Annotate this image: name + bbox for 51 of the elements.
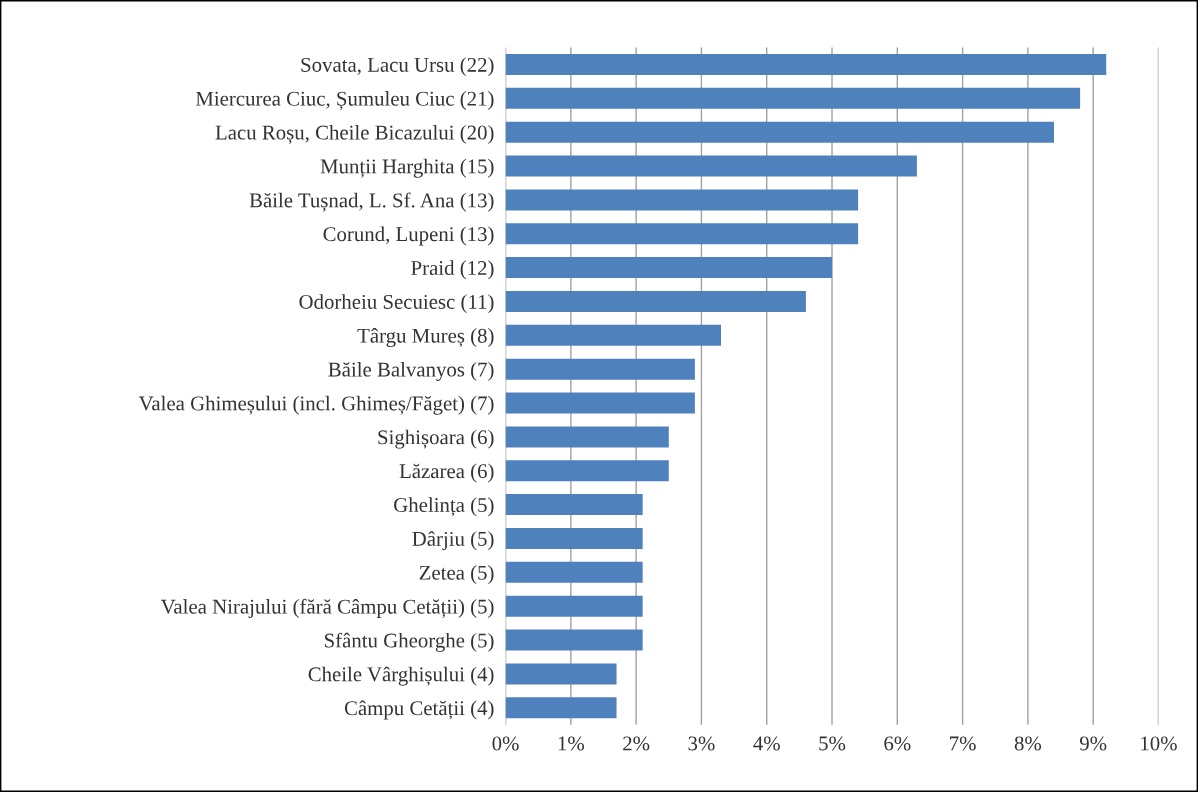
y-tick-label: Odorheiu Secuiesc (11) [299, 294, 494, 314]
y-tick-label: Lacu Roșu, Cheile Bicazului (20) [215, 124, 494, 144]
bar [505, 392, 695, 414]
y-tick-label: Miercurea Ciuc, Șumuleu Ciuc (21) [195, 91, 494, 110]
bar [505, 324, 722, 346]
bar [505, 494, 643, 516]
y-tick-label: Sfântu Gheorghe (5) [324, 632, 494, 652]
bar [505, 121, 1054, 143]
y-tick-label: Praid (12) [411, 260, 494, 280]
x-tick-label: 4% [753, 736, 780, 751]
x-tick-label: 1% [558, 736, 585, 751]
bar [505, 257, 833, 279]
y-tick-label: Cheile Vârghișului (4) [308, 666, 494, 686]
bar [505, 460, 669, 482]
bar [505, 358, 695, 380]
y-tick-label: Ghelința (5) [394, 497, 494, 517]
y-tick-label: Corund, Lupeni (13) [323, 226, 494, 246]
bar [505, 629, 643, 651]
y-tick-label: Sovata, Lacu Ursu (22) [301, 57, 494, 77]
y-tick-label: Băile Tușnad, L. Sf. Ana (13) [249, 192, 494, 212]
bar [505, 155, 917, 177]
bar [505, 527, 643, 549]
x-tick-label: 5% [819, 736, 846, 751]
bar [505, 697, 617, 719]
y-tick-label: Zetea (5) [419, 565, 494, 584]
y-tick-label: Băile Balvanyos (7) [328, 361, 494, 381]
y-tick-label: Lăzarea (6) [399, 463, 494, 483]
x-tick-label: 8% [1014, 736, 1042, 751]
bar [505, 290, 806, 312]
bar [505, 663, 617, 685]
bar [505, 223, 859, 245]
y-tick-label: Sighișoara (6) [378, 429, 494, 449]
y-tick-label: Câmpu Cetății (4) [344, 700, 494, 720]
x-tick-label: 9% [1079, 736, 1107, 751]
y-tick-label: Târgu Mureș (8) [357, 328, 494, 348]
y-tick-label: Valea Nirajului (fără Câmpu Cetății) (5) [160, 598, 494, 618]
x-tick-label: 10% [1141, 736, 1177, 751]
x-tick-label: 3% [688, 736, 715, 751]
bar [505, 189, 859, 211]
bar [505, 87, 1081, 109]
x-tick-label: 7% [950, 736, 976, 751]
x-tick-label: 0% [492, 736, 519, 751]
x-tick-label: 6% [884, 736, 911, 751]
bar [505, 595, 643, 617]
bar [505, 53, 1107, 75]
bar [505, 426, 669, 448]
y-tick-label: Munții Harghita (15) [320, 158, 494, 178]
y-tick-label: Dârjiu (5) [412, 531, 494, 551]
bar [505, 561, 643, 583]
x-tick-label: 2% [623, 736, 650, 751]
y-tick-label: Valea Ghimeșului (incl. Ghimeș/Făget) (7) [138, 395, 494, 415]
